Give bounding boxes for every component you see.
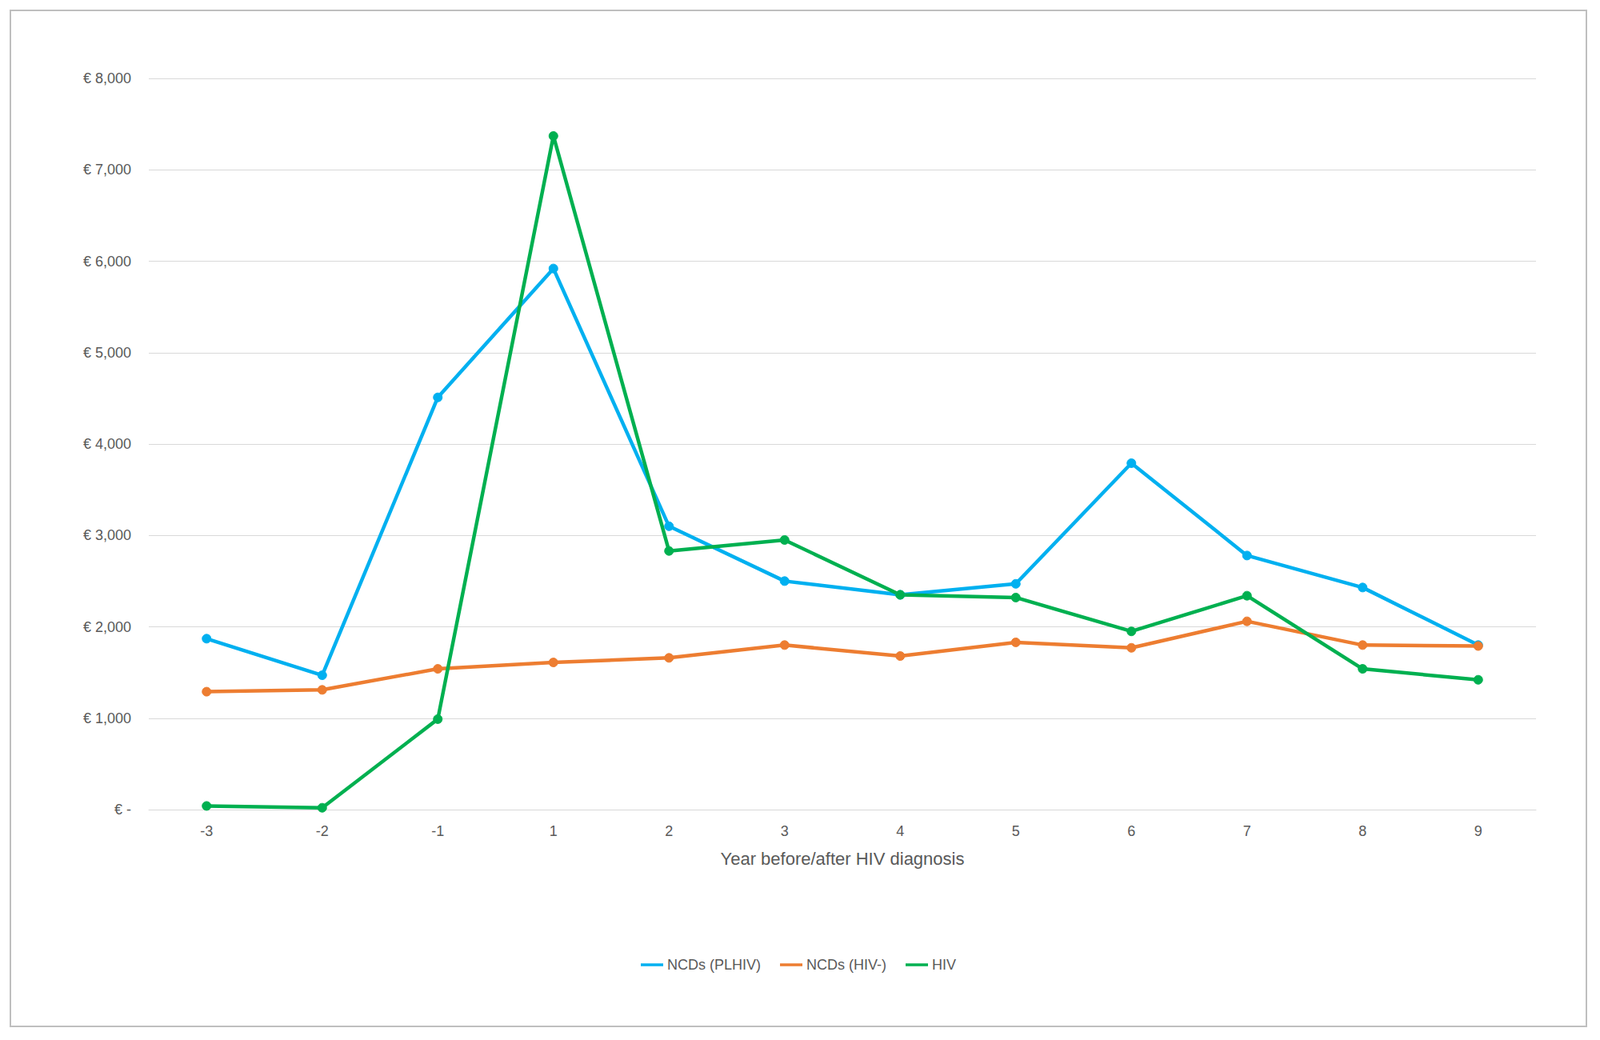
svg-text:€ 7,000: € 7,000 bbox=[83, 161, 132, 178]
svg-text:€ 8,000: € 8,000 bbox=[83, 70, 132, 87]
svg-text:€ 1,000: € 1,000 bbox=[83, 710, 132, 727]
svg-text:€ 4,000: € 4,000 bbox=[83, 436, 132, 452]
svg-text:€ 3,000: € 3,000 bbox=[83, 527, 132, 544]
svg-text:€ -: € - bbox=[114, 801, 132, 818]
svg-text:NCDs (PLHIV): NCDs (PLHIV) bbox=[667, 956, 761, 973]
svg-text:8: 8 bbox=[1358, 823, 1367, 840]
svg-text:Year before/after HIV diagnosi: Year before/after HIV diagnosis bbox=[720, 848, 965, 869]
svg-text:4: 4 bbox=[896, 823, 904, 840]
svg-text:€ 6,000: € 6,000 bbox=[83, 253, 132, 270]
svg-text:-1: -1 bbox=[431, 823, 444, 840]
svg-text:5: 5 bbox=[1012, 823, 1020, 840]
svg-text:7: 7 bbox=[1243, 823, 1252, 840]
svg-text:-2: -2 bbox=[316, 823, 329, 840]
svg-text:HIV: HIV bbox=[932, 956, 956, 973]
svg-text:-3: -3 bbox=[200, 823, 213, 840]
svg-text:6: 6 bbox=[1127, 823, 1136, 840]
svg-text:€ 5,000: € 5,000 bbox=[83, 344, 132, 361]
svg-text:€ 2,000: € 2,000 bbox=[83, 619, 132, 636]
svg-text:9: 9 bbox=[1474, 823, 1483, 840]
svg-text:1: 1 bbox=[549, 823, 558, 840]
svg-text:NCDs (HIV-): NCDs (HIV-) bbox=[806, 956, 887, 973]
svg-text:2: 2 bbox=[664, 823, 673, 840]
svg-text:3: 3 bbox=[780, 823, 789, 840]
